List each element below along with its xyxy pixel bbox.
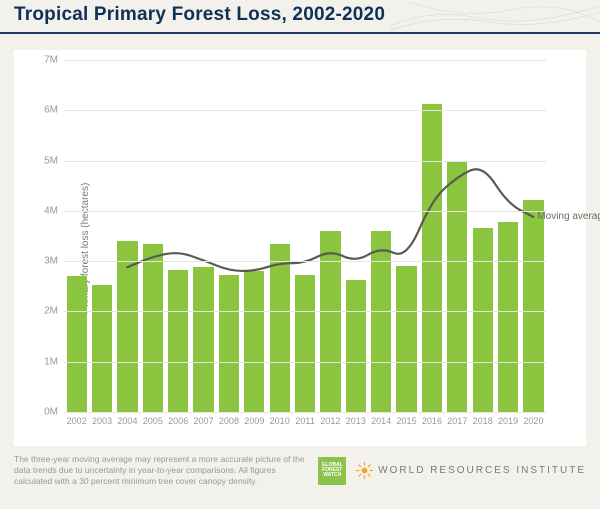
bar: [143, 244, 163, 412]
x-tick-label: 2020: [523, 416, 543, 426]
x-tick-label: 2007: [194, 416, 214, 426]
x-tick-label: 2015: [397, 416, 417, 426]
bar: [117, 241, 137, 412]
title-bar: Tropical Primary Forest Loss, 2002-2020: [0, 0, 600, 34]
bar: [92, 285, 112, 412]
x-tick-label: 2018: [473, 416, 493, 426]
bar-slot: 2007: [191, 60, 216, 412]
y-tick-label: 2M: [44, 306, 58, 317]
gridline: [64, 362, 546, 363]
bar: [346, 280, 366, 412]
bar-slot: 2017: [445, 60, 470, 412]
bar: [396, 266, 416, 412]
bar-slot: 2011: [292, 60, 317, 412]
gridline: [64, 261, 546, 262]
gridline: [64, 412, 546, 413]
bar-slot: 2013: [343, 60, 368, 412]
bar: [244, 271, 264, 412]
bar-slot: 2003: [89, 60, 114, 412]
bar: [473, 228, 493, 412]
bar-slot: 2014: [369, 60, 394, 412]
x-tick-label: 2003: [92, 416, 112, 426]
bar: [523, 200, 543, 412]
bar-slot: 2006: [166, 60, 191, 412]
gridline: [64, 161, 546, 162]
gridline: [64, 110, 546, 111]
x-tick-label: 2012: [320, 416, 340, 426]
bar: [422, 104, 442, 412]
x-tick-label: 2013: [346, 416, 366, 426]
bars-group: 2002200320042005200620072008200920102011…: [64, 60, 546, 412]
x-tick-label: 2008: [219, 416, 239, 426]
bar: [270, 244, 290, 412]
x-tick-label: 2014: [371, 416, 391, 426]
footer: The three-year moving average may repres…: [0, 446, 600, 487]
plot-area: 2002200320042005200620072008200920102011…: [64, 60, 546, 412]
x-tick-label: 2004: [117, 416, 137, 426]
bar: [447, 161, 467, 412]
x-tick-label: 2017: [447, 416, 467, 426]
bar-slot: 2016: [419, 60, 444, 412]
x-tick-label: 2010: [270, 416, 290, 426]
bar: [371, 231, 391, 412]
y-tick-label: 1M: [44, 356, 58, 367]
bar-slot: 2012: [318, 60, 343, 412]
x-tick-label: 2019: [498, 416, 518, 426]
y-tick-label: 5M: [44, 155, 58, 166]
bar-slot: 2008: [216, 60, 241, 412]
bar: [67, 276, 87, 412]
bar-slot: 2020: [521, 60, 546, 412]
footer-note: The three-year moving average may repres…: [14, 454, 308, 487]
x-tick-label: 2011: [295, 416, 314, 426]
bar-slot: 2018: [470, 60, 495, 412]
bar-slot: 2004: [115, 60, 140, 412]
bar-slot: 2002: [64, 60, 89, 412]
y-tick-label: 7M: [44, 55, 58, 66]
x-tick-label: 2016: [422, 416, 442, 426]
bar-slot: 2005: [140, 60, 165, 412]
bar: [295, 275, 315, 412]
moving-average-label: Moving average: [537, 211, 600, 222]
bar-slot: 2019: [495, 60, 520, 412]
gfw-badge-icon: GLOBAL FOREST WATCH: [318, 457, 346, 485]
chart-container: Primary forest loss (hectares) 200220032…: [14, 50, 586, 446]
x-tick-label: 2002: [67, 416, 87, 426]
bar: [320, 231, 340, 412]
bar: [193, 267, 213, 412]
x-tick-label: 2005: [143, 416, 163, 426]
bar: [219, 275, 239, 412]
gridline: [64, 311, 546, 312]
y-tick-label: 4M: [44, 205, 58, 216]
x-tick-label: 2006: [168, 416, 188, 426]
bar-slot: 2010: [267, 60, 292, 412]
y-tick-label: 3M: [44, 256, 58, 267]
wri-attribution: WORLD RESOURCES INSTITUTE: [356, 462, 586, 479]
y-tick-label: 0M: [44, 407, 58, 418]
chart-title: Tropical Primary Forest Loss, 2002-2020: [14, 4, 586, 26]
wri-label: WORLD RESOURCES INSTITUTE: [378, 465, 586, 476]
bar: [498, 222, 518, 412]
y-tick-label: 6M: [44, 105, 58, 116]
bar: [168, 270, 188, 412]
wri-sun-icon: [356, 462, 373, 479]
bar-slot: 2009: [242, 60, 267, 412]
gridline: [64, 60, 546, 61]
x-tick-label: 2009: [244, 416, 264, 426]
gridline: [64, 211, 546, 212]
bar-slot: 2015: [394, 60, 419, 412]
